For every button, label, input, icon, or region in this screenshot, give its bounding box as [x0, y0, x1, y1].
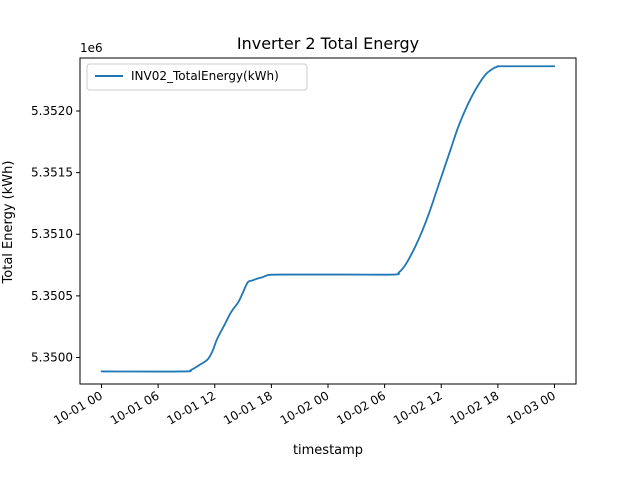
legend-label: INV02_TotalEnergy(kWh) — [131, 69, 279, 83]
series-layer — [100, 65, 556, 373]
y-tick-label: 5.3505 — [31, 289, 73, 303]
chart-title: Inverter 2 Total Energy — [237, 34, 419, 53]
legend-box — [86, 63, 308, 91]
y-offset-label: 1e6 — [80, 41, 103, 55]
y-axis-label: Total Energy (kWh) — [1, 161, 16, 285]
y-tick-label: 5.3500 — [31, 351, 73, 365]
legend: INV02_TotalEnergy(kWh) — [86, 63, 308, 91]
y-tick-label: 5.3510 — [31, 227, 73, 241]
y-tick-label: 5.3520 — [31, 104, 73, 118]
plot-frame — [79, 57, 577, 385]
y-tick-label: 5.3515 — [31, 166, 73, 180]
series-line-inv02-total-energy — [100, 65, 556, 373]
x-axis-label: timestamp — [293, 443, 363, 458]
